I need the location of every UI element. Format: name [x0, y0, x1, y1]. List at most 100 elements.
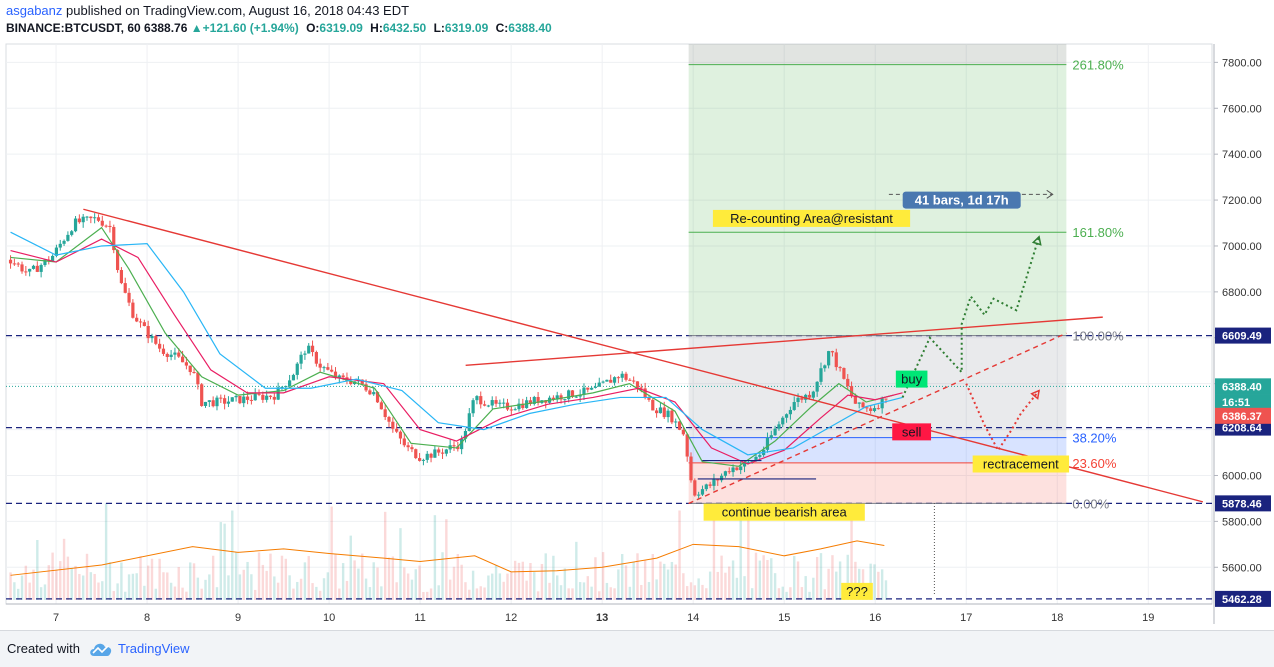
- candle-body: [12, 263, 16, 265]
- annotation-box: [712, 209, 911, 227]
- volume-bar: [185, 591, 188, 600]
- candle-body: [368, 390, 372, 395]
- price-level-tag-label: 6609.49: [1222, 331, 1262, 343]
- price-level-tag: [1215, 495, 1271, 512]
- candle-body: [215, 397, 219, 407]
- candle-body: [299, 354, 303, 364]
- volume-bar: [517, 562, 521, 600]
- price-change: +121.60 (+1.94%): [202, 21, 299, 35]
- candle-body: [796, 397, 800, 403]
- volume-bar: [762, 555, 765, 600]
- volume-bar: [345, 580, 349, 600]
- candle-body: [857, 402, 861, 404]
- fib-zone-top: [688, 44, 1067, 65]
- candle-body: [177, 352, 181, 357]
- candle-body: [834, 352, 838, 368]
- author-link[interactable]: asgabanz: [6, 3, 63, 18]
- volume-bar: [556, 575, 559, 600]
- volume-bar: [754, 552, 758, 600]
- volume-bar: [586, 576, 589, 600]
- volume-bar: [20, 575, 24, 600]
- volume-bar: [307, 555, 310, 600]
- volume-bar: [338, 588, 341, 600]
- candle-body: [169, 354, 173, 357]
- candle-body: [662, 407, 666, 418]
- candle-body: [827, 351, 831, 366]
- volume-bar: [705, 588, 708, 600]
- candle-body: [372, 392, 376, 395]
- candle-body: [85, 216, 89, 218]
- projection-path: [965, 383, 1040, 453]
- candle-body: [490, 400, 494, 406]
- volume-bar: [659, 561, 662, 600]
- volume-bar: [552, 555, 555, 600]
- volume-bar: [510, 572, 513, 600]
- candle-body: [777, 424, 781, 429]
- candle-body: [70, 231, 74, 235]
- volume-bar: [685, 586, 689, 600]
- candle-body: [876, 408, 880, 410]
- volume-bar: [231, 510, 234, 600]
- candle-body: [746, 462, 750, 464]
- candle-body: [624, 373, 628, 380]
- volume-bar: [873, 564, 876, 600]
- volume-bar: [819, 553, 823, 600]
- candle-body: [689, 456, 693, 481]
- volume-bar: [93, 573, 96, 600]
- volume-bar: [89, 572, 93, 600]
- volume-bar: [227, 575, 230, 600]
- volume-bar: [640, 584, 643, 600]
- volume-bar: [51, 552, 54, 600]
- volume-bar: [154, 588, 158, 600]
- volume-bar: [468, 589, 471, 600]
- volume-bar: [877, 571, 880, 600]
- candle-body: [769, 435, 773, 438]
- candle-body: [387, 417, 391, 422]
- volume-bar: [624, 565, 628, 600]
- volume-bar: [441, 552, 444, 600]
- volume-bar: [594, 557, 597, 600]
- volume-bar: [47, 565, 50, 600]
- tradingview-link[interactable]: TradingView: [118, 641, 190, 656]
- volume-bar: [735, 577, 739, 600]
- volume-bar: [361, 553, 364, 600]
- candle-body: [234, 395, 238, 398]
- volume-bar: [254, 589, 257, 600]
- volume-bar: [403, 567, 406, 600]
- candle-body: [165, 353, 169, 357]
- publish-info: published on TradingView.com, August 16,…: [66, 3, 410, 18]
- candle-body: [35, 265, 39, 272]
- volume-bar: [513, 560, 517, 600]
- volume-bar: [835, 571, 838, 600]
- volume-bar: [601, 552, 605, 600]
- annotation-box: [841, 582, 873, 600]
- volume-bar: [269, 553, 272, 600]
- candle-body: [223, 398, 227, 404]
- volume-bar: [578, 582, 582, 600]
- price-tick-label: 7800.00: [1222, 57, 1262, 69]
- volume-bar: [682, 573, 685, 600]
- candle-body: [693, 480, 697, 496]
- candle-body: [433, 449, 437, 458]
- candle-body: [479, 396, 483, 405]
- volume-bar: [479, 586, 482, 600]
- candle-body: [517, 403, 521, 410]
- candle-body: [119, 270, 124, 284]
- candle-body: [200, 384, 204, 406]
- candle-body: [421, 459, 426, 461]
- volume-bar: [766, 560, 769, 600]
- candle-body: [869, 408, 873, 411]
- candle-body: [861, 402, 865, 408]
- candle-body: [81, 216, 85, 223]
- time-tick-label: 12: [505, 612, 517, 624]
- candle-body: [532, 396, 536, 404]
- candle-body: [138, 321, 143, 323]
- candle-body: [482, 404, 487, 406]
- candle-body: [158, 343, 162, 349]
- candle-body: [276, 387, 280, 400]
- time-tick-label: 19: [1142, 612, 1154, 624]
- volume-bar: [426, 591, 429, 600]
- volume-bar: [502, 581, 505, 600]
- volume-bar: [582, 582, 586, 600]
